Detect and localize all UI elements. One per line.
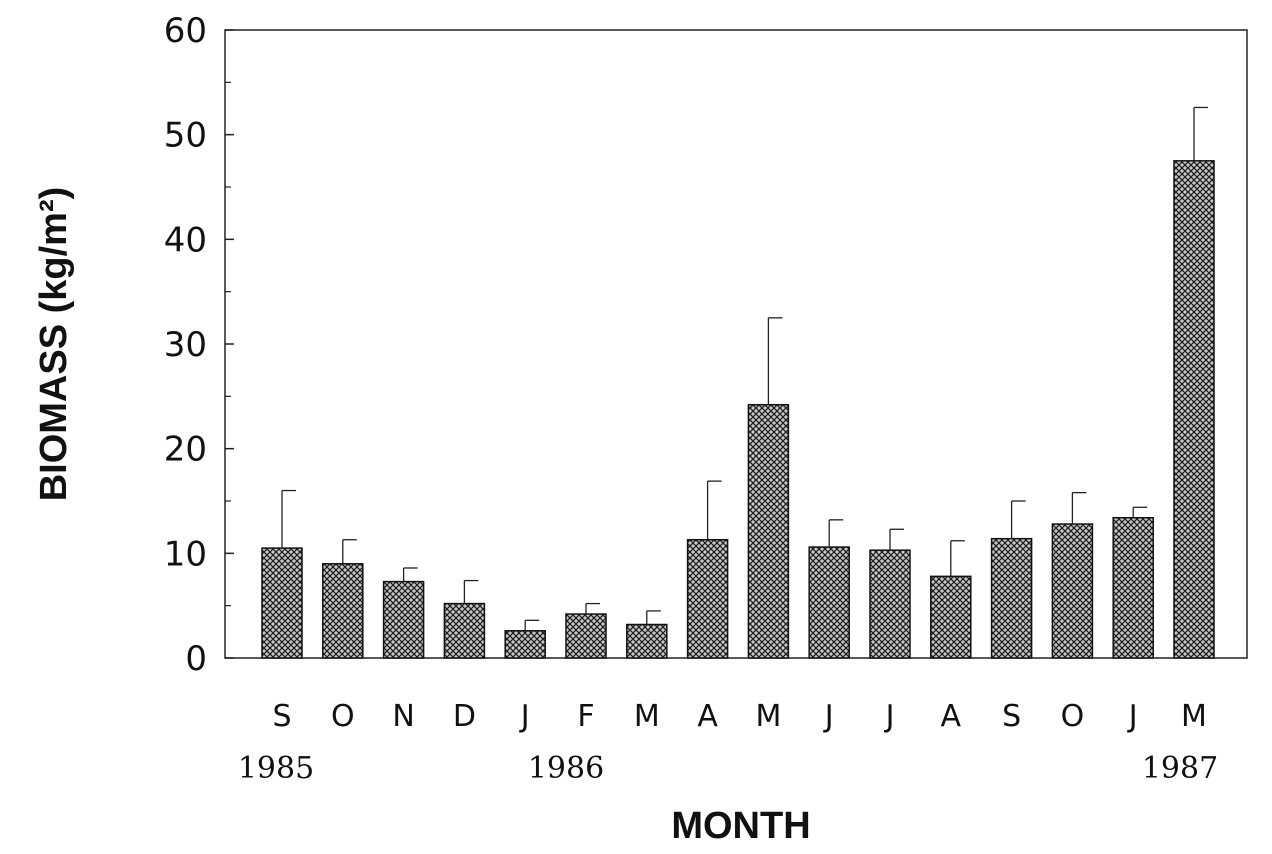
x-tick-label: S (272, 699, 291, 734)
x-tick-label: S (1002, 699, 1021, 734)
y-axis-title: BIOMASS (kg/m²) (33, 187, 75, 502)
y-tick-label: 10 (164, 534, 207, 574)
bar (443, 602, 486, 659)
x-tick-label: O (331, 699, 355, 734)
bar (626, 623, 668, 659)
x-tick-label: J (823, 699, 834, 734)
y-tick-label: 20 (164, 430, 207, 470)
x-tick-label: F (577, 699, 594, 734)
bar (990, 537, 1033, 659)
bar (1051, 523, 1094, 659)
year-label-1985: 1985 (238, 751, 314, 786)
plot-frame (224, 29, 1248, 659)
x-axis-title: MONTH (671, 805, 810, 847)
y-tick-label: 50 (164, 116, 207, 156)
x-tick-label: J (1127, 699, 1138, 734)
bar (322, 563, 364, 659)
bar (382, 580, 425, 659)
y-tick-label: 30 (164, 325, 207, 365)
year-label-1986: 1986 (528, 751, 604, 786)
bar (504, 630, 546, 659)
bar (747, 403, 790, 659)
bar (261, 547, 303, 659)
bar (869, 549, 911, 659)
x-tick-label: M (1181, 699, 1207, 734)
x-tick-label: M (755, 699, 781, 734)
bars-group (261, 106, 1215, 659)
x-tick-label: J (884, 699, 895, 734)
x-tick-label: D (453, 699, 476, 734)
y-tick-label: 0 (185, 639, 207, 679)
x-tick-label: J (519, 699, 530, 734)
y-tick-label: 60 (164, 11, 207, 51)
bar (686, 538, 729, 659)
y-axis: 0 10 20 30 40 50 60 (164, 11, 234, 679)
bar (808, 546, 850, 659)
year-label-1987: 1987 (1142, 751, 1218, 786)
bar (930, 575, 972, 659)
x-tick-label: N (392, 699, 414, 734)
x-tick-label: M (634, 699, 660, 734)
x-tick-label: O (1061, 699, 1085, 734)
bar (1173, 160, 1215, 659)
bar (1112, 516, 1154, 659)
x-tick-label: A (697, 699, 718, 734)
x-tick-label: A (941, 699, 962, 734)
bar (565, 613, 607, 659)
y-tick-label: 40 (164, 220, 207, 260)
